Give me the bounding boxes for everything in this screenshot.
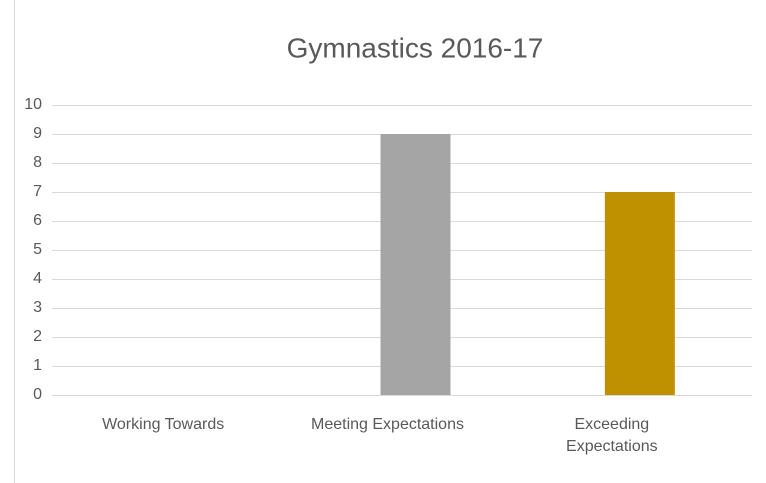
y-tick-label: 2: [33, 328, 42, 345]
y-tick-label: 10: [24, 96, 42, 113]
x-tick-label: Working Towards: [102, 416, 225, 433]
y-tick-label: 8: [33, 154, 42, 171]
y-tick-label: 9: [33, 125, 42, 142]
y-tick-label: 0: [33, 386, 42, 403]
y-tick-label: 4: [33, 270, 42, 287]
y-tick-label: 7: [33, 183, 42, 200]
x-tick-label: Exceeding Expectations: [566, 416, 658, 455]
chart-title: Gymnastics 2016-17: [287, 32, 544, 63]
y-tick-label: 6: [33, 212, 42, 229]
x-tick-label: Meeting Expectations: [311, 416, 464, 433]
y-tick-label: 5: [33, 241, 42, 258]
bar: [380, 134, 451, 395]
y-tick-label: 3: [33, 299, 42, 316]
y-tick-label: 1: [33, 357, 42, 374]
bar: [604, 192, 675, 395]
